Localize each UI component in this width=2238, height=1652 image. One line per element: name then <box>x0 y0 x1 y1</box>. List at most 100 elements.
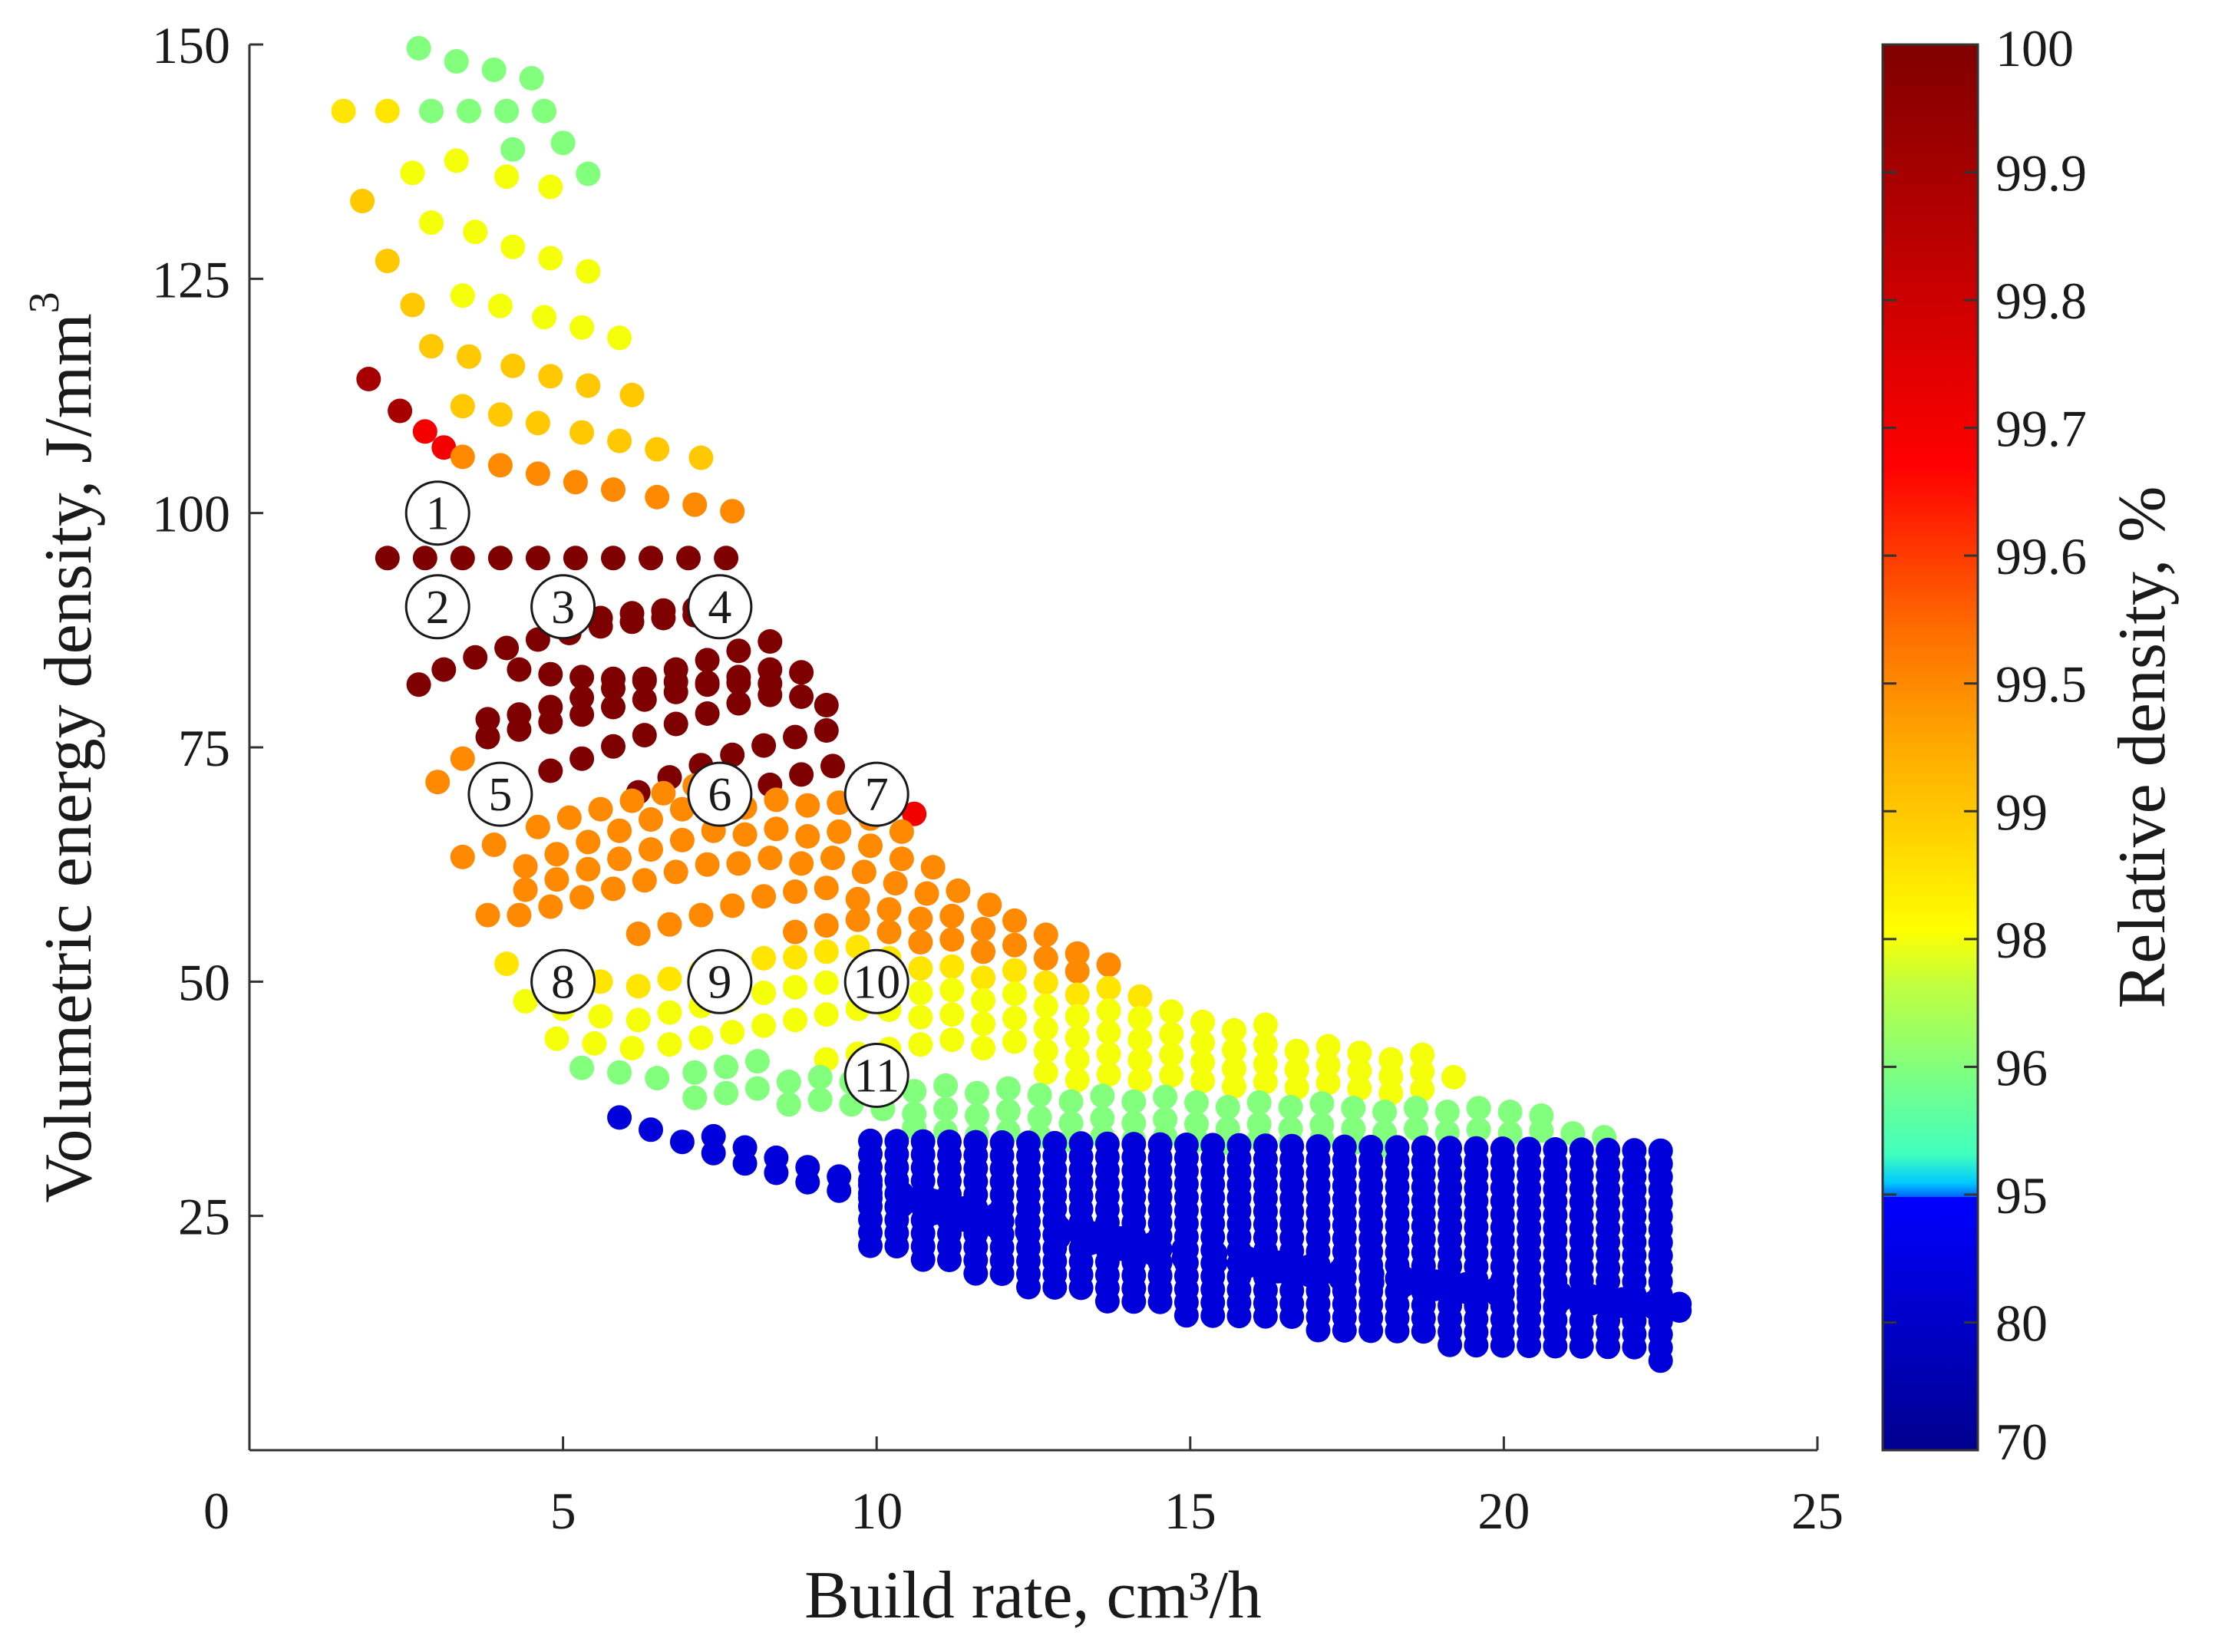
data-point <box>908 1032 933 1057</box>
data-point <box>663 657 688 682</box>
data-point <box>538 661 563 687</box>
data-point <box>814 718 839 743</box>
data-point <box>1222 1074 1246 1100</box>
data-point <box>550 130 576 156</box>
data-point <box>889 846 914 872</box>
data-point <box>971 1011 996 1037</box>
data-point <box>783 974 807 1000</box>
data-point <box>1173 1303 1199 1328</box>
data-point <box>751 1013 777 1038</box>
data-point <box>657 1000 682 1025</box>
data-point <box>525 411 550 436</box>
data-point <box>977 892 1002 918</box>
data-point <box>814 875 839 901</box>
annotation-label: 4 <box>708 582 731 634</box>
point-annotations: 1 2 3 4 5 6 7 8 9 10 11 <box>404 480 909 1108</box>
data-point <box>789 762 814 787</box>
data-point <box>1127 1067 1153 1093</box>
x-tick-label: 20 <box>1477 1482 1530 1540</box>
data-point <box>525 627 550 652</box>
data-point <box>544 1026 569 1051</box>
data-point <box>688 902 714 928</box>
data-point <box>1284 1057 1309 1083</box>
data-point <box>1278 1095 1303 1119</box>
data-point <box>883 871 908 896</box>
data-point <box>494 635 520 661</box>
data-point <box>783 879 807 905</box>
data-point <box>758 682 783 707</box>
data-point <box>1096 975 1121 1001</box>
colorbar-tick-label: 99 <box>1995 783 2048 841</box>
data-point <box>1127 984 1153 1009</box>
data-point <box>1306 1317 1331 1343</box>
x-tick-label: 0 <box>203 1482 229 1540</box>
data-point <box>1315 1070 1341 1096</box>
data-point <box>1378 1063 1404 1089</box>
data-point <box>1121 1089 1147 1114</box>
data-point <box>908 956 933 981</box>
data-point <box>1497 1100 1523 1125</box>
data-point <box>538 364 563 389</box>
data-point <box>744 1076 770 1101</box>
y-tick-label: 75 <box>178 719 230 777</box>
data-point <box>601 676 626 701</box>
data-point <box>1147 1289 1173 1314</box>
data-point <box>538 246 563 271</box>
data-point <box>1065 1067 1090 1093</box>
annotation-marker <box>530 948 596 1014</box>
data-point <box>908 906 933 932</box>
data-point <box>619 788 645 813</box>
data-point <box>1253 1070 1278 1094</box>
data-point <box>1200 1303 1226 1328</box>
data-point <box>720 1020 745 1045</box>
data-point <box>406 35 431 61</box>
data-point <box>1058 1089 1084 1114</box>
data-point <box>425 770 451 795</box>
data-point <box>651 780 676 806</box>
data-point <box>544 867 569 892</box>
data-point <box>569 685 595 711</box>
data-point <box>764 816 789 842</box>
data-point <box>645 437 670 462</box>
data-point <box>494 164 520 190</box>
data-point <box>1033 945 1058 971</box>
data-point <box>1411 1319 1436 1344</box>
data-point <box>639 837 663 862</box>
data-point <box>908 981 933 1005</box>
annotation-marker <box>843 948 909 1014</box>
data-point <box>601 734 626 759</box>
data-point <box>1246 1090 1272 1115</box>
data-point <box>639 1117 663 1143</box>
data-point <box>1127 1027 1153 1053</box>
data-point <box>995 1076 1021 1101</box>
data-point <box>619 382 645 407</box>
data-point <box>1596 1334 1621 1360</box>
data-point <box>1127 1006 1153 1030</box>
data-point <box>1033 1038 1058 1063</box>
data-point <box>1253 1051 1278 1077</box>
data-point <box>481 58 507 82</box>
data-point <box>1159 1042 1184 1067</box>
data-point <box>758 629 783 654</box>
data-point <box>419 98 444 124</box>
data-point <box>714 1054 739 1080</box>
data-point <box>1159 1063 1184 1088</box>
data-point <box>726 638 751 664</box>
data-point <box>971 988 996 1013</box>
data-point <box>764 787 789 813</box>
annotation-label: 2 <box>426 582 450 634</box>
data-point <box>375 249 400 274</box>
data-point <box>876 919 902 945</box>
data-point <box>1490 1333 1515 1358</box>
data-point <box>908 1004 933 1030</box>
colorbar-frame <box>1881 43 1979 1452</box>
data-point <box>1253 1304 1278 1329</box>
colorbar-label: Relative density, % <box>2105 486 2180 1008</box>
colorbar-tick-label: 99.7 <box>1995 400 2087 458</box>
data-point <box>1215 1095 1240 1119</box>
data-point <box>1065 982 1090 1007</box>
data-point <box>965 1080 989 1106</box>
data-point <box>569 1055 595 1080</box>
colorbar-tick-label: 70 <box>1995 1413 2048 1471</box>
data-point <box>851 859 876 885</box>
